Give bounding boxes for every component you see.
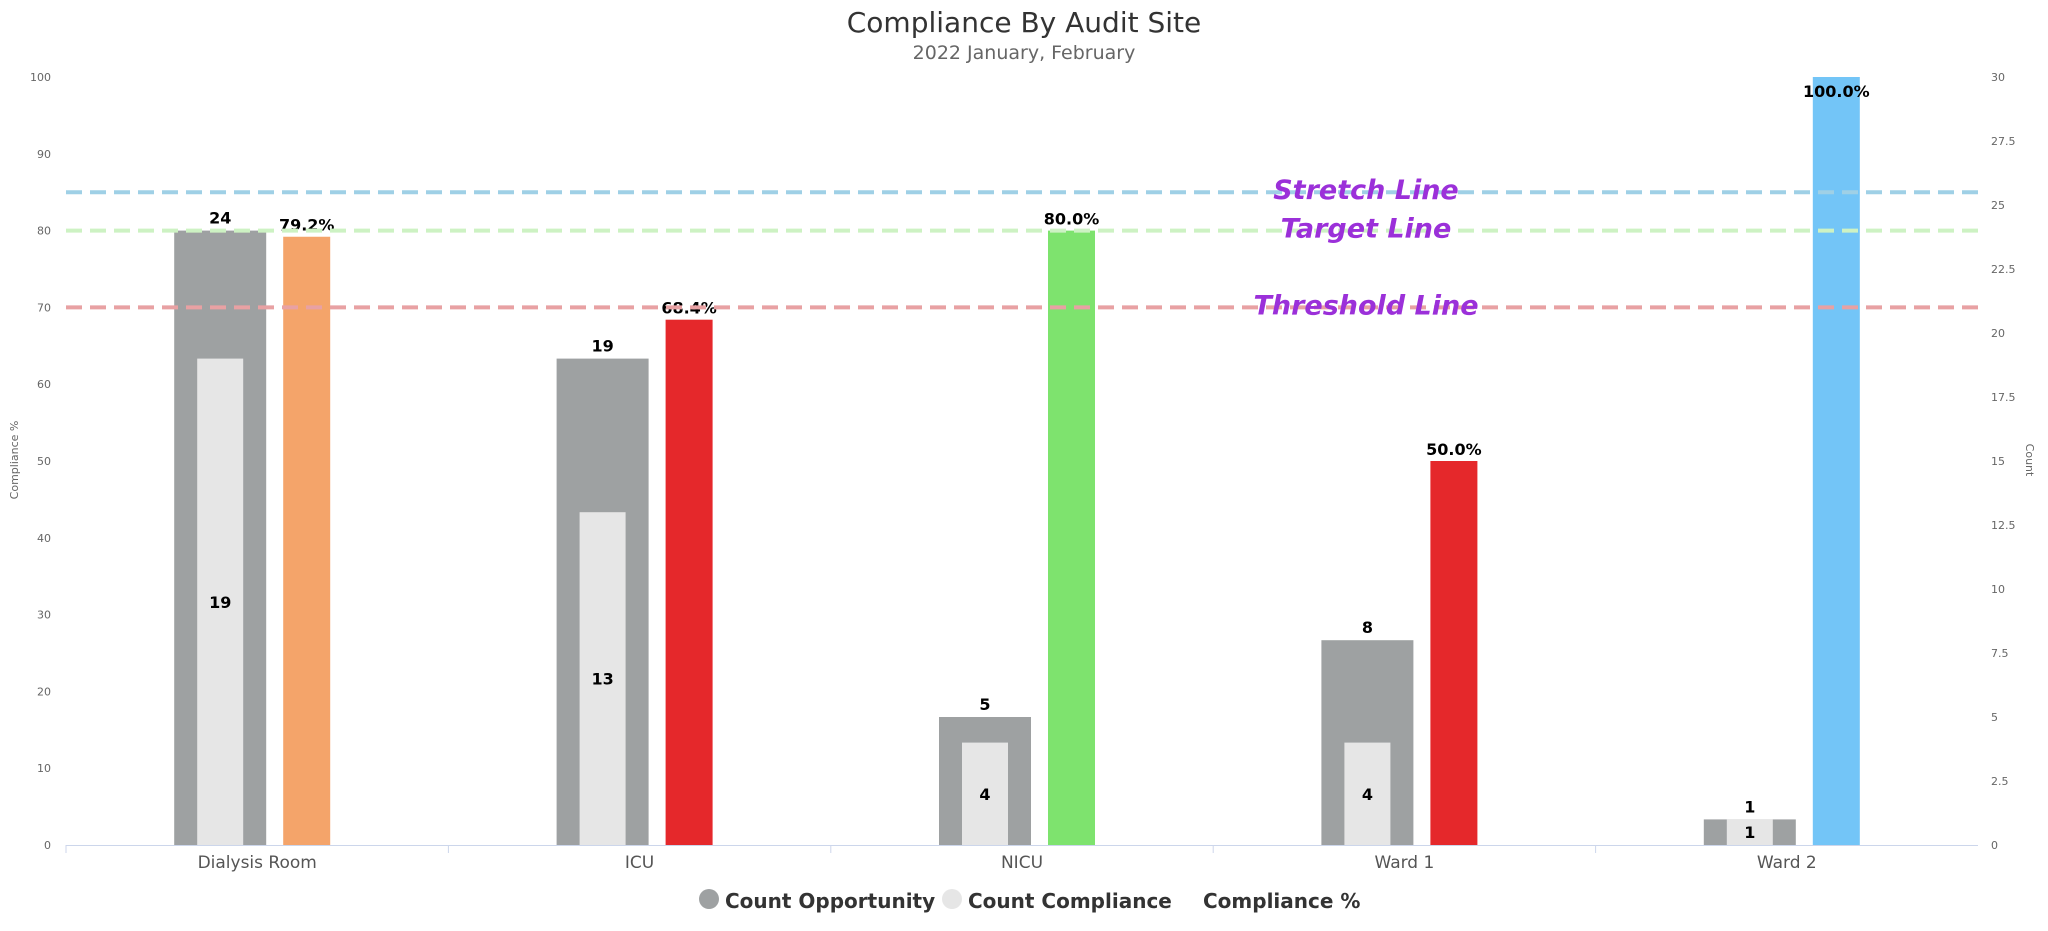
legend-marker <box>942 889 962 909</box>
category-label: Ward 1 <box>1374 853 1434 873</box>
y-right-axis-title: Count <box>2023 444 2036 477</box>
y-left-tick-label: 90 <box>37 148 51 161</box>
count-compliance-label: 19 <box>209 593 231 612</box>
chart-title: Compliance By Audit Site <box>847 6 1201 39</box>
y-left-axis-title: Compliance % <box>8 421 21 500</box>
reference-line-label: Stretch Line <box>1273 175 1459 206</box>
y-left-tick-label: 50 <box>37 455 51 468</box>
count-opportunity-label: 24 <box>209 209 231 228</box>
y-right-tick-label: 12.5 <box>1991 519 2016 532</box>
legend-item-label: Count Opportunity <box>725 889 935 913</box>
count-compliance-bar <box>1726 819 1773 845</box>
compliance-percent-bar <box>1812 77 1860 845</box>
count-opportunity-label: 1 <box>1744 797 1755 816</box>
y-left-tick-label: 80 <box>37 225 51 238</box>
count-compliance-bar <box>579 512 626 845</box>
count-opportunity-label: 8 <box>1362 618 1373 637</box>
y-left-tick-label: 0 <box>44 839 51 852</box>
y-right-tick-label: 7.5 <box>1991 647 2009 660</box>
reference-line-label: Target Line <box>1281 214 1452 245</box>
reference-line-label: Threshold Line <box>1253 290 1478 321</box>
compliance-percent-label: 80.0% <box>1044 210 1100 229</box>
y-right-tick-label: 0 <box>1991 839 1998 852</box>
chart-subtitle: 2022 January, February <box>913 42 1136 64</box>
y-right-tick-label: 5 <box>1991 711 1998 724</box>
y-right-tick-label: 17.5 <box>1991 391 2016 404</box>
count-compliance-bar <box>197 358 244 845</box>
y-left-tick-label: 100 <box>30 71 51 84</box>
plot-area: 010203040506070809010002.557.51012.51517… <box>30 71 2016 873</box>
legend-item-label: Count Compliance <box>968 889 1172 913</box>
y-right-tick-label: 27.5 <box>1991 135 2016 148</box>
y-left-tick-label: 40 <box>37 532 51 545</box>
compliance-percent-label: 50.0% <box>1426 440 1482 459</box>
count-compliance-bar <box>1344 742 1391 845</box>
count-opportunity-label: 5 <box>979 695 990 714</box>
compliance-percent-bar <box>665 319 713 845</box>
legend-marker <box>699 889 719 909</box>
y-left-tick-label: 30 <box>37 609 51 622</box>
y-left-tick-label: 70 <box>37 301 51 314</box>
legend-item-label: Compliance % <box>1203 889 1360 913</box>
category-label: ICU <box>625 853 654 873</box>
y-right-tick-label: 25 <box>1991 199 2005 212</box>
count-compliance-label: 4 <box>1362 785 1373 804</box>
count-compliance-label: 4 <box>979 785 990 804</box>
y-left-tick-label: 20 <box>37 685 51 698</box>
y-left-tick-label: 10 <box>37 762 51 775</box>
compliance-percent-bar <box>283 236 331 845</box>
compliance-percent-label: 100.0% <box>1803 82 1870 101</box>
category-label: Dialysis Room <box>198 853 317 873</box>
compliance-percent-bar <box>1430 461 1478 845</box>
count-compliance-label: 1 <box>1744 823 1755 842</box>
count-compliance-label: 13 <box>591 670 613 689</box>
category-label: NICU <box>1001 853 1043 873</box>
y-right-tick-label: 10 <box>1991 583 2005 596</box>
compliance-percent-bar <box>1048 230 1095 846</box>
y-left-tick-label: 60 <box>37 378 51 391</box>
category-label: Ward 2 <box>1757 853 1817 873</box>
count-opportunity-label: 19 <box>591 337 613 356</box>
y-right-tick-label: 20 <box>1991 327 2005 340</box>
count-compliance-bar <box>962 742 1008 845</box>
compliance-percent-label: 68.4% <box>661 299 717 318</box>
y-right-tick-label: 2.5 <box>1991 775 2009 788</box>
legend: Count Opportunity Count Compliance Complia… <box>699 889 1360 913</box>
y-right-tick-label: 30 <box>1991 71 2005 84</box>
y-right-tick-label: 22.5 <box>1991 263 2016 276</box>
y-right-tick-label: 15 <box>1991 455 2005 468</box>
